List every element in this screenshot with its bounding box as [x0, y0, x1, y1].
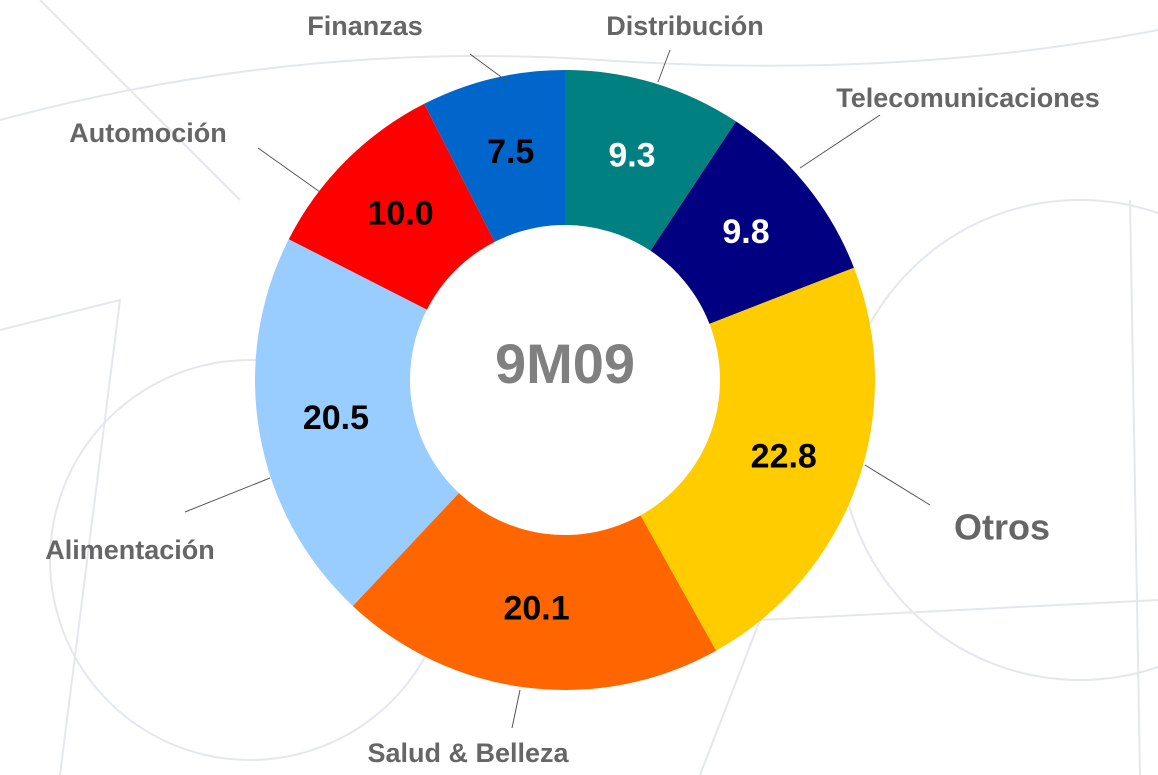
- donut-segment: [565, 70, 737, 251]
- value-label: 20.1: [503, 590, 569, 628]
- leader-line: [799, 114, 881, 169]
- leader-line: [184, 477, 271, 513]
- donut: [254, 70, 875, 690]
- category-label: Salud & Belleza: [367, 738, 569, 768]
- donut-segment: [352, 492, 717, 690]
- leader-line: [511, 689, 521, 729]
- category-label: Otros: [954, 507, 1050, 548]
- value-label: 9.3: [608, 136, 655, 174]
- value-label: 22.8: [751, 438, 817, 476]
- donut-segment: [288, 103, 495, 310]
- value-label: 9.8: [722, 213, 769, 251]
- donut-segment: [424, 70, 565, 242]
- donut-segment: [640, 267, 875, 651]
- value-label: 7.5: [487, 133, 534, 171]
- category-label: Finanzas: [307, 11, 423, 41]
- category-label: Distribución: [606, 11, 764, 41]
- center-label: 9M09: [495, 332, 635, 395]
- category-label: Alimentación: [45, 535, 215, 565]
- value-label: 10.0: [368, 195, 434, 233]
- leader-line: [469, 53, 509, 83]
- donut-segment: [650, 121, 854, 324]
- category-label: Automoción: [69, 118, 226, 148]
- leader-line: [657, 49, 671, 83]
- leader-line: [864, 464, 931, 506]
- donut-segment: [254, 239, 459, 606]
- value-label: 20.5: [303, 399, 369, 437]
- category-label: Telecomunicaciones: [836, 83, 1100, 113]
- leader-line: [257, 147, 321, 193]
